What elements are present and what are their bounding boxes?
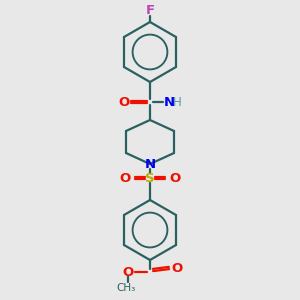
- Text: O: O: [171, 262, 183, 275]
- Text: N: N: [144, 158, 156, 172]
- Text: H: H: [172, 95, 182, 109]
- Text: O: O: [169, 172, 181, 184]
- Text: N: N: [164, 95, 175, 109]
- Text: S: S: [145, 172, 155, 184]
- Text: O: O: [118, 95, 130, 109]
- Text: O: O: [122, 266, 134, 278]
- Text: CH₃: CH₃: [116, 283, 136, 293]
- Text: O: O: [119, 172, 130, 184]
- Text: F: F: [146, 4, 154, 17]
